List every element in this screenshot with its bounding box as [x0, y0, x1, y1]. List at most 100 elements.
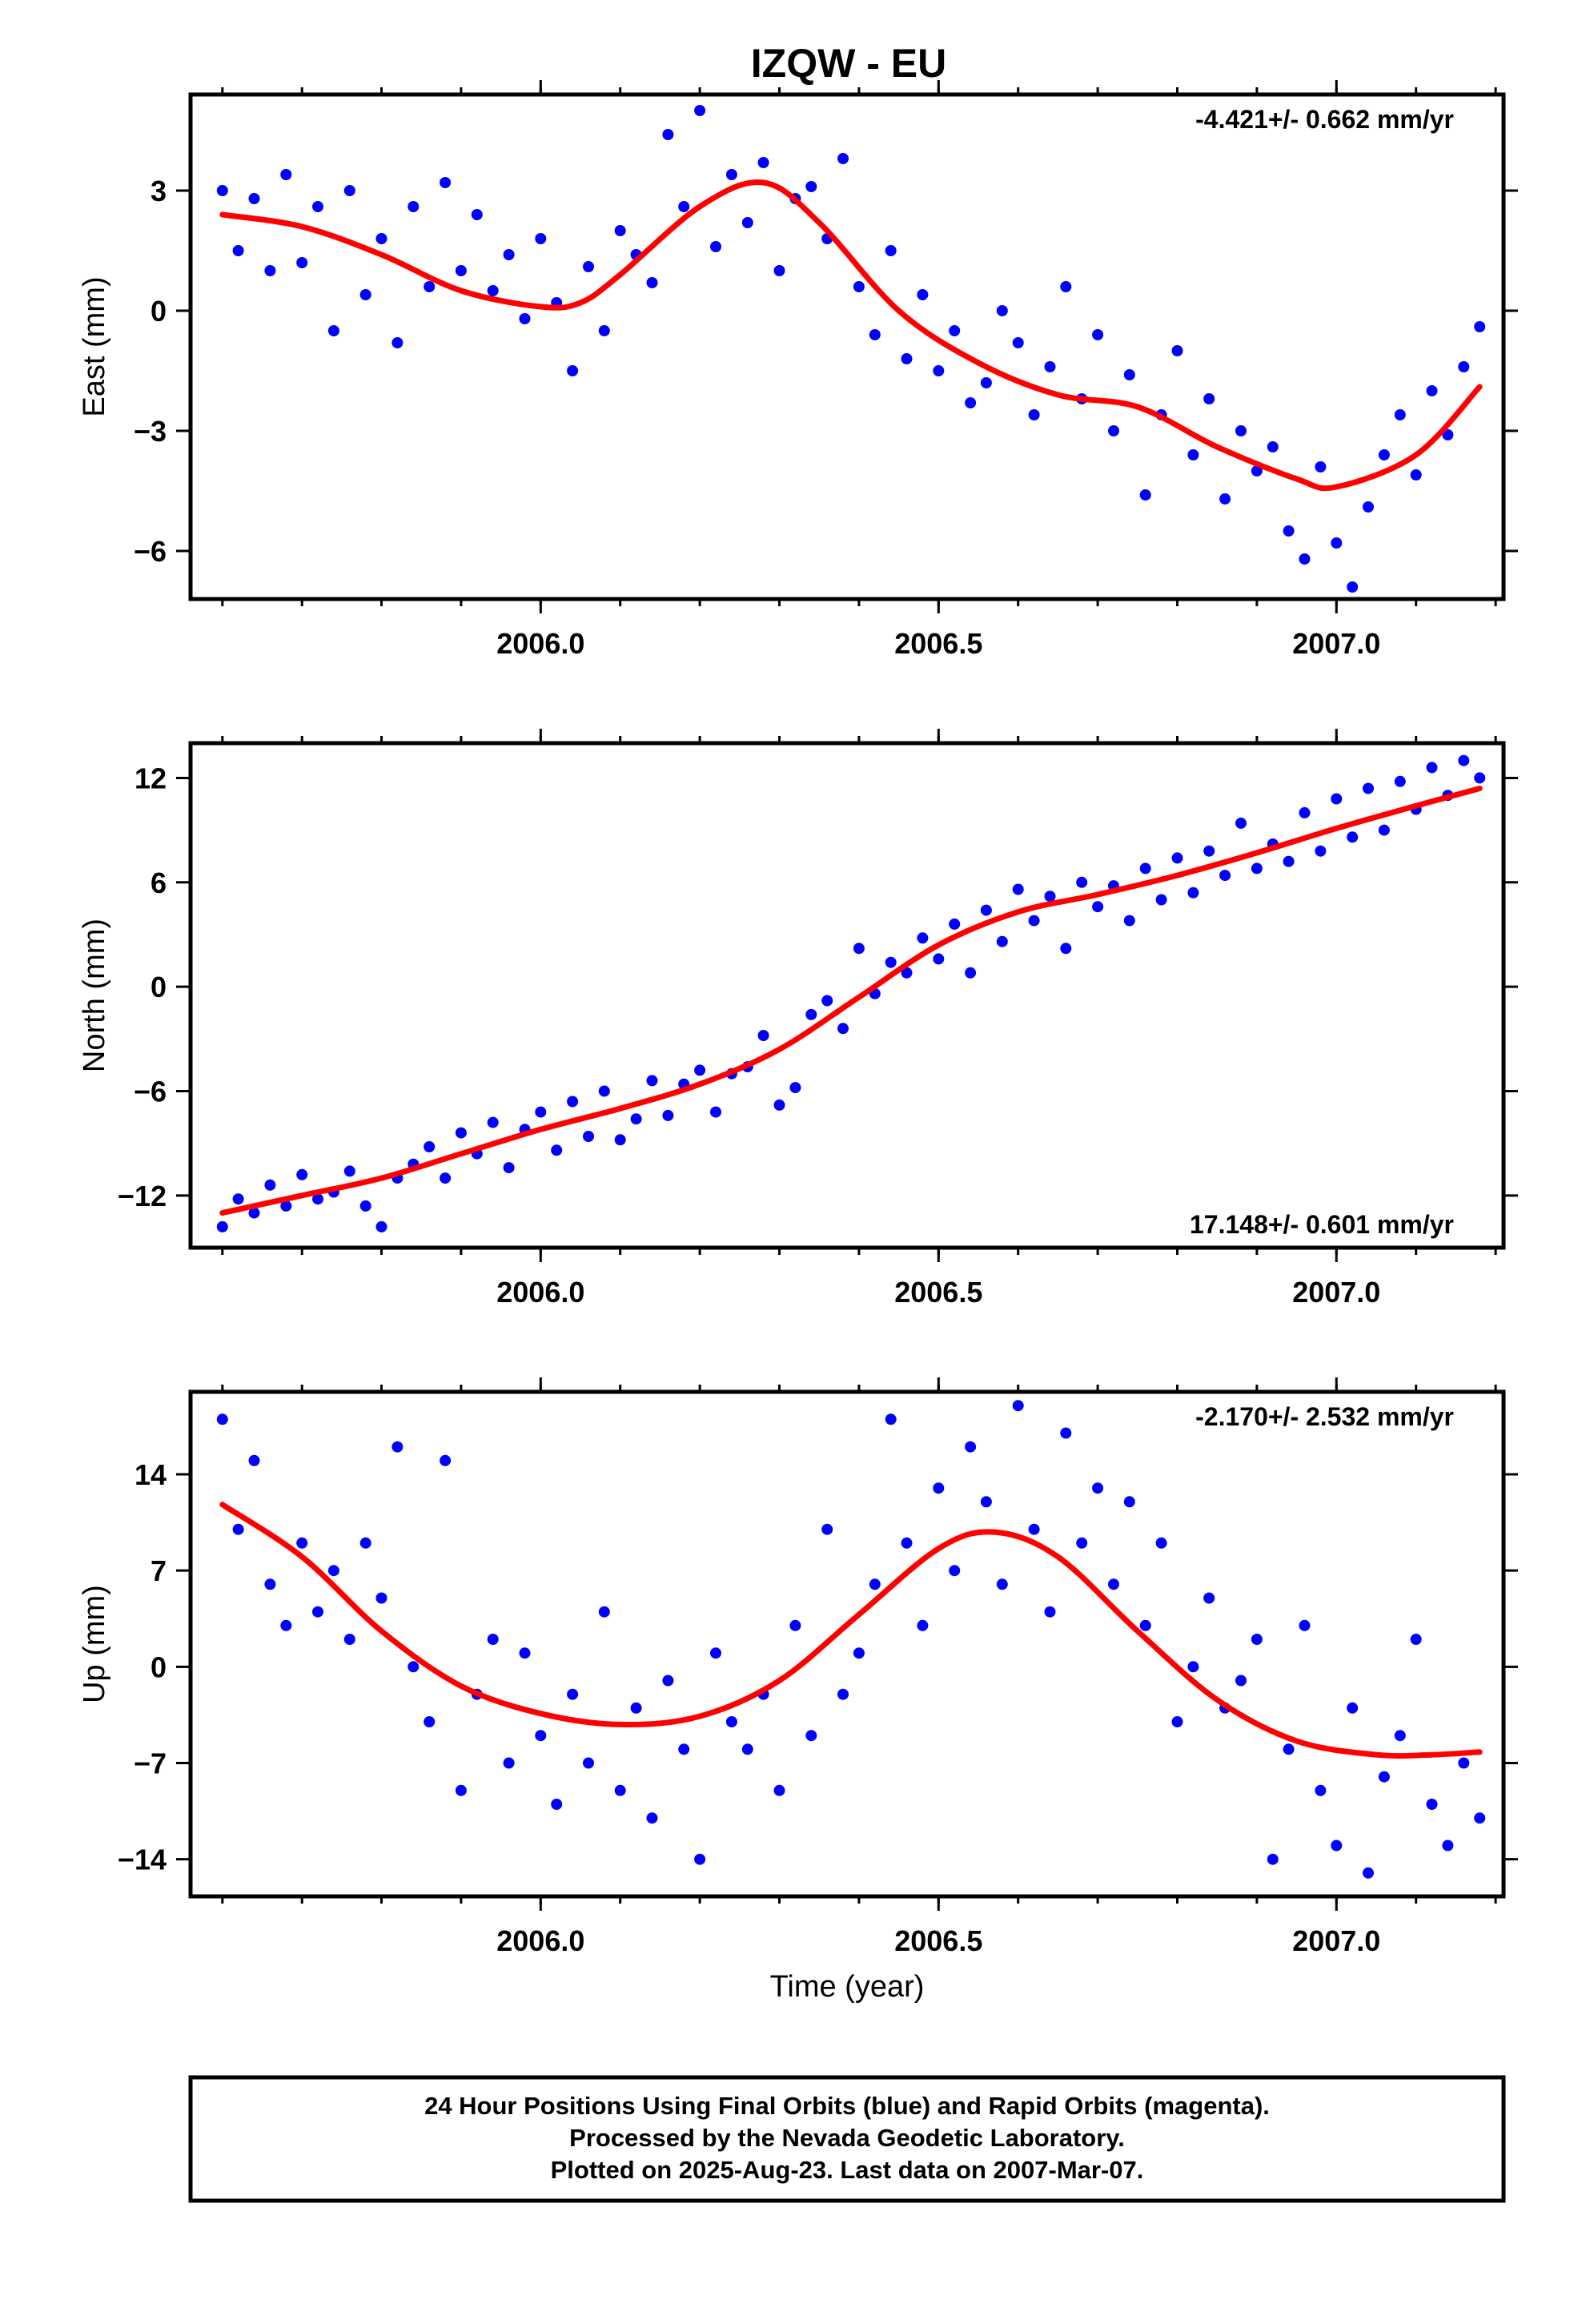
east-data-point: [598, 325, 610, 336]
north-data-point: [343, 1165, 355, 1177]
east-data-point: [264, 265, 276, 276]
east-data-point: [1299, 553, 1311, 565]
east-data-point: [885, 245, 897, 256]
east-data-point: [327, 325, 339, 336]
up-data-point: [359, 1537, 371, 1549]
up-data-point: [1155, 1537, 1167, 1549]
east-data-point: [996, 305, 1008, 316]
up-data-point: [614, 1784, 626, 1796]
east-data-point: [1331, 537, 1343, 549]
east-data-point: [1203, 393, 1215, 404]
up-data-point: [1426, 1799, 1438, 1810]
up-data-point: [1267, 1853, 1279, 1865]
north-data-point: [1315, 845, 1327, 857]
east-y-tick-label: −6: [134, 535, 167, 568]
up-data-point: [264, 1578, 276, 1590]
north-data-point: [805, 1008, 817, 1020]
north-x-tick-label: 2006.5: [894, 1276, 982, 1309]
footer-line-1: 24 Hour Positions Using Final Orbits (bl…: [424, 2092, 1270, 2120]
up-x-tick-label: 2006.5: [894, 1924, 982, 1957]
up-plot-frame: [188, 1389, 1506, 1899]
north-data-point: [773, 1099, 785, 1111]
north-data-point: [455, 1127, 467, 1139]
up-data-point: [1347, 1702, 1359, 1714]
up-data-point: [1076, 1537, 1088, 1549]
east-data-point: [1363, 501, 1374, 513]
north-data-point: [216, 1220, 228, 1232]
east-data-point: [343, 185, 355, 196]
east-data-point: [646, 277, 658, 288]
up-data-point: [598, 1606, 610, 1618]
east-data-point: [837, 153, 849, 164]
up-fit-line: [219, 1502, 1483, 1759]
up-data-point: [1442, 1839, 1454, 1852]
east-data-point: [312, 201, 323, 212]
north-data-point: [1187, 887, 1199, 899]
north-data-point: [1347, 831, 1359, 843]
north-data-point: [1139, 862, 1151, 875]
north-plot-frame: [188, 741, 1506, 1250]
east-data-point: [710, 241, 721, 252]
north-data-point: [965, 967, 977, 979]
up-x-tick-label: 2007.0: [1292, 1924, 1380, 1957]
up-y-tick-label: 0: [151, 1651, 167, 1683]
up-data-point: [503, 1757, 515, 1769]
up-data-point: [232, 1523, 244, 1535]
north-data-point: [1426, 762, 1438, 774]
east-x-tick-label: 2006.5: [894, 627, 982, 660]
up-data-point: [487, 1634, 499, 1645]
east-rate-label: -4.421+/- 0.662 mm/yr: [1195, 105, 1454, 134]
up-panel: 2006.0 2006.5 2007.0 14 7 0 −7 −14 Up (mm) -2.170…: [78, 1377, 1518, 1957]
north-data-point: [567, 1096, 579, 1108]
east-data-point: [375, 233, 387, 244]
east-data-point: [503, 249, 515, 260]
east-x-tick-label: 2006.0: [496, 627, 584, 660]
up-data-point: [248, 1454, 260, 1466]
up-data-point: [901, 1537, 913, 1549]
up-data-point: [280, 1619, 292, 1631]
east-data-point: [248, 193, 260, 204]
north-data-point: [1076, 876, 1088, 888]
east-data-point: [1235, 425, 1247, 436]
east-data-point: [1028, 409, 1040, 420]
up-data-point: [1410, 1634, 1422, 1645]
up-data-point: [1203, 1592, 1215, 1604]
north-data-point: [614, 1134, 626, 1146]
east-data-point: [869, 329, 881, 340]
up-data-point: [980, 1496, 992, 1508]
north-data-point: [980, 904, 992, 916]
north-data-point: [949, 918, 961, 930]
up-data-point: [408, 1661, 420, 1673]
east-data-point: [662, 129, 674, 140]
up-data-point: [535, 1730, 547, 1742]
east-data-point: [1219, 493, 1231, 505]
east-data-point: [1108, 425, 1119, 436]
east-data-point: [1458, 361, 1470, 372]
north-data-point: [1299, 806, 1311, 818]
east-data-point: [1044, 361, 1056, 372]
east-data-point: [296, 257, 308, 268]
east-data-point: [741, 217, 753, 228]
up-data-point: [965, 1441, 977, 1453]
up-data-point: [343, 1634, 355, 1645]
up-data-point: [1012, 1400, 1024, 1412]
up-y-tick-label: −14: [118, 1844, 167, 1876]
up-data-point: [917, 1619, 929, 1631]
north-data-point: [1394, 775, 1406, 787]
chart-title: IZQW - EU: [751, 41, 946, 86]
east-data-point: [519, 313, 531, 324]
up-data-point: [1044, 1606, 1056, 1618]
north-fit-line: [219, 786, 1483, 1216]
up-x-tick-label: 2006.0: [496, 1924, 584, 1957]
east-data-point: [216, 185, 228, 196]
east-panel: 2006.0 2006.5 2007.0 3 0 −3 −6 East (mm) -4.421+…: [78, 80, 1518, 660]
up-data-point: [1187, 1661, 1199, 1673]
north-data-point: [1283, 855, 1295, 867]
east-data-point: [757, 157, 769, 168]
footer-box: [188, 2075, 1506, 2203]
east-data-point: [980, 377, 992, 388]
north-y-tick-label: 6: [151, 866, 167, 899]
east-data-point: [773, 265, 785, 276]
up-data-point: [710, 1647, 721, 1659]
